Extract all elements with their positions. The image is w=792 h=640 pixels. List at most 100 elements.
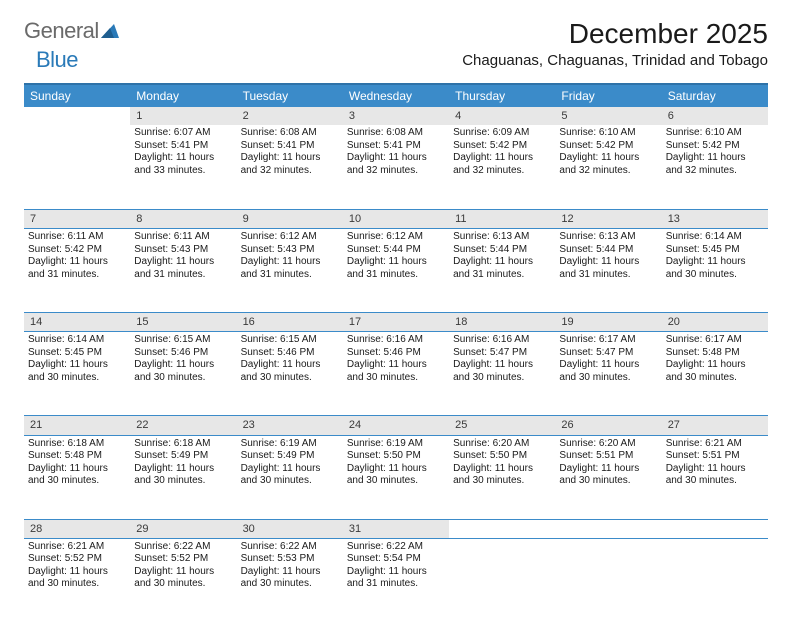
sunset-text: Sunset: 5:42 PM xyxy=(559,140,657,153)
day-number-cell: 18 xyxy=(449,313,555,332)
daylight-text: Daylight: 11 hours and 32 minutes. xyxy=(347,152,445,177)
sunset-text: Sunset: 5:45 PM xyxy=(666,244,764,257)
sunrise-text: Sunrise: 6:10 AM xyxy=(559,127,657,140)
day-cell: Sunrise: 6:18 AMSunset: 5:48 PMDaylight:… xyxy=(24,435,130,519)
daylight-text: Daylight: 11 hours and 30 minutes. xyxy=(666,359,764,384)
day-number-cell: 4 xyxy=(449,107,555,125)
sunset-text: Sunset: 5:46 PM xyxy=(241,347,339,360)
weekday-header: Saturday xyxy=(662,84,768,107)
brand-text-blue: Blue xyxy=(36,47,78,72)
sunset-text: Sunset: 5:47 PM xyxy=(453,347,551,360)
day-number-cell: 27 xyxy=(662,416,768,435)
daylight-text: Daylight: 11 hours and 31 minutes. xyxy=(559,256,657,281)
day-cell: Sunrise: 6:14 AMSunset: 5:45 PMDaylight:… xyxy=(24,332,130,416)
sunset-text: Sunset: 5:51 PM xyxy=(559,450,657,463)
brand-text-general: General xyxy=(24,18,99,44)
day-cell xyxy=(449,538,555,622)
weekday-header: Monday xyxy=(130,84,236,107)
day-number-cell xyxy=(24,107,130,125)
daylight-text: Daylight: 11 hours and 30 minutes. xyxy=(241,463,339,488)
day-number-cell: 19 xyxy=(555,313,661,332)
brand-mark-icon xyxy=(101,24,119,43)
day-number-cell: 16 xyxy=(237,313,343,332)
day-cell xyxy=(24,125,130,209)
sunrise-text: Sunrise: 6:19 AM xyxy=(347,438,445,451)
day-cell: Sunrise: 6:22 AMSunset: 5:53 PMDaylight:… xyxy=(237,538,343,622)
daylight-text: Daylight: 11 hours and 32 minutes. xyxy=(241,152,339,177)
daylight-text: Daylight: 11 hours and 31 minutes. xyxy=(347,566,445,591)
sunset-text: Sunset: 5:53 PM xyxy=(241,553,339,566)
day-cell: Sunrise: 6:10 AMSunset: 5:42 PMDaylight:… xyxy=(555,125,661,209)
daylight-text: Daylight: 11 hours and 32 minutes. xyxy=(559,152,657,177)
weekday-header: Friday xyxy=(555,84,661,107)
day-number-cell: 17 xyxy=(343,313,449,332)
day-cell: Sunrise: 6:15 AMSunset: 5:46 PMDaylight:… xyxy=(130,332,236,416)
daylight-text: Daylight: 11 hours and 31 minutes. xyxy=(28,256,126,281)
sunset-text: Sunset: 5:45 PM xyxy=(28,347,126,360)
weekday-header: Sunday xyxy=(24,84,130,107)
sunset-text: Sunset: 5:44 PM xyxy=(559,244,657,257)
daylight-text: Daylight: 11 hours and 30 minutes. xyxy=(28,463,126,488)
day-cell: Sunrise: 6:20 AMSunset: 5:50 PMDaylight:… xyxy=(449,435,555,519)
day-cell: Sunrise: 6:14 AMSunset: 5:45 PMDaylight:… xyxy=(662,229,768,313)
daylight-text: Daylight: 11 hours and 30 minutes. xyxy=(134,566,232,591)
sunrise-text: Sunrise: 6:13 AM xyxy=(559,231,657,244)
sunrise-text: Sunrise: 6:10 AM xyxy=(666,127,764,140)
sunrise-text: Sunrise: 6:11 AM xyxy=(28,231,126,244)
sunrise-text: Sunrise: 6:12 AM xyxy=(241,231,339,244)
day-cell: Sunrise: 6:21 AMSunset: 5:52 PMDaylight:… xyxy=(24,538,130,622)
day-cell xyxy=(662,538,768,622)
sunrise-text: Sunrise: 6:13 AM xyxy=(453,231,551,244)
daylight-text: Daylight: 11 hours and 31 minutes. xyxy=(347,256,445,281)
daylight-text: Daylight: 11 hours and 31 minutes. xyxy=(453,256,551,281)
sunset-text: Sunset: 5:42 PM xyxy=(453,140,551,153)
day-cell: Sunrise: 6:20 AMSunset: 5:51 PMDaylight:… xyxy=(555,435,661,519)
sunrise-text: Sunrise: 6:20 AM xyxy=(453,438,551,451)
daylight-text: Daylight: 11 hours and 30 minutes. xyxy=(241,359,339,384)
day-cell: Sunrise: 6:13 AMSunset: 5:44 PMDaylight:… xyxy=(449,229,555,313)
daylight-text: Daylight: 11 hours and 31 minutes. xyxy=(241,256,339,281)
day-number-cell: 7 xyxy=(24,209,130,228)
daylight-text: Daylight: 11 hours and 32 minutes. xyxy=(453,152,551,177)
day-cell: Sunrise: 6:13 AMSunset: 5:44 PMDaylight:… xyxy=(555,229,661,313)
day-cell: Sunrise: 6:21 AMSunset: 5:51 PMDaylight:… xyxy=(662,435,768,519)
sunrise-text: Sunrise: 6:08 AM xyxy=(347,127,445,140)
day-number-cell: 22 xyxy=(130,416,236,435)
sunrise-text: Sunrise: 6:11 AM xyxy=(134,231,232,244)
sunset-text: Sunset: 5:41 PM xyxy=(241,140,339,153)
day-cell: Sunrise: 6:11 AMSunset: 5:43 PMDaylight:… xyxy=(130,229,236,313)
sunset-text: Sunset: 5:42 PM xyxy=(666,140,764,153)
day-cell: Sunrise: 6:07 AMSunset: 5:41 PMDaylight:… xyxy=(130,125,236,209)
day-cell: Sunrise: 6:19 AMSunset: 5:50 PMDaylight:… xyxy=(343,435,449,519)
week-row: Sunrise: 6:14 AMSunset: 5:45 PM Daylight:… xyxy=(24,332,768,416)
sunset-text: Sunset: 5:41 PM xyxy=(347,140,445,153)
day-cell: Sunrise: 6:15 AMSunset: 5:46 PMDaylight:… xyxy=(237,332,343,416)
day-cell: Sunrise: 6:12 AMSunset: 5:43 PMDaylight:… xyxy=(237,229,343,313)
brand-logo: General xyxy=(24,18,119,44)
daynum-row: 78910111213 xyxy=(24,209,768,228)
day-number-cell: 13 xyxy=(662,209,768,228)
daylight-text: Daylight: 11 hours and 30 minutes. xyxy=(134,463,232,488)
week-row: Sunrise: 6:18 AMSunset: 5:48 PMDaylight:… xyxy=(24,435,768,519)
week-row: Sunrise: 6:11 AMSunset: 5:42 PMDaylight:… xyxy=(24,229,768,313)
day-number-cell: 3 xyxy=(343,107,449,125)
day-cell: Sunrise: 6:09 AMSunset: 5:42 PMDaylight:… xyxy=(449,125,555,209)
sunset-text: Sunset: 5:44 PM xyxy=(347,244,445,257)
sunrise-text: Sunrise: 6:19 AM xyxy=(241,438,339,451)
day-number-cell: 31 xyxy=(343,519,449,538)
sunrise-text: Sunrise: 6:14 AM xyxy=(28,334,126,347)
sunrise-text: Sunrise: 6:16 AM xyxy=(347,334,445,347)
day-number-cell: 2 xyxy=(237,107,343,125)
daylight-text: Daylight: 11 hours and 31 minutes. xyxy=(134,256,232,281)
day-number-cell xyxy=(449,519,555,538)
sunset-text: Sunset: 5:49 PM xyxy=(134,450,232,463)
day-number-cell: 8 xyxy=(130,209,236,228)
day-number-cell: 30 xyxy=(237,519,343,538)
daylight-text: Daylight: 11 hours and 33 minutes. xyxy=(134,152,232,177)
day-number-cell: 25 xyxy=(449,416,555,435)
sunset-text: Sunset: 5:41 PM xyxy=(134,140,232,153)
day-cell: Sunrise: 6:19 AMSunset: 5:49 PMDaylight:… xyxy=(237,435,343,519)
sunrise-text: Sunrise: 6:12 AM xyxy=(347,231,445,244)
day-cell: Sunrise: 6:16 AMSunset: 5:46 PMDaylight:… xyxy=(343,332,449,416)
sunset-text: Sunset: 5:52 PM xyxy=(134,553,232,566)
